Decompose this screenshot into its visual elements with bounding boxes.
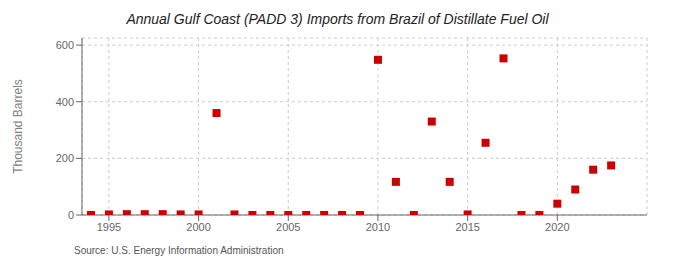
svg-text:1995: 1995 [97,221,121,233]
svg-text:400: 400 [56,96,74,108]
svg-text:600: 600 [56,39,74,51]
svg-text:0: 0 [68,209,74,221]
svg-text:2015: 2015 [455,221,479,233]
svg-text:2010: 2010 [366,221,390,233]
svg-text:2000: 2000 [186,221,210,233]
svg-text:Thousand Barrels: Thousand Barrels [11,79,25,174]
svg-text:2020: 2020 [545,221,569,233]
svg-text:200: 200 [56,152,74,164]
html-text:Annual Gulf Coast (PADD 3) Imp: Annual Gulf Coast (PADD 3) Imports from … [126,11,549,27]
svg-text:2005: 2005 [276,221,300,233]
html-text:Source: U.S. Energy Informatio: Source: U.S. Energy Information Administ… [74,245,284,256]
